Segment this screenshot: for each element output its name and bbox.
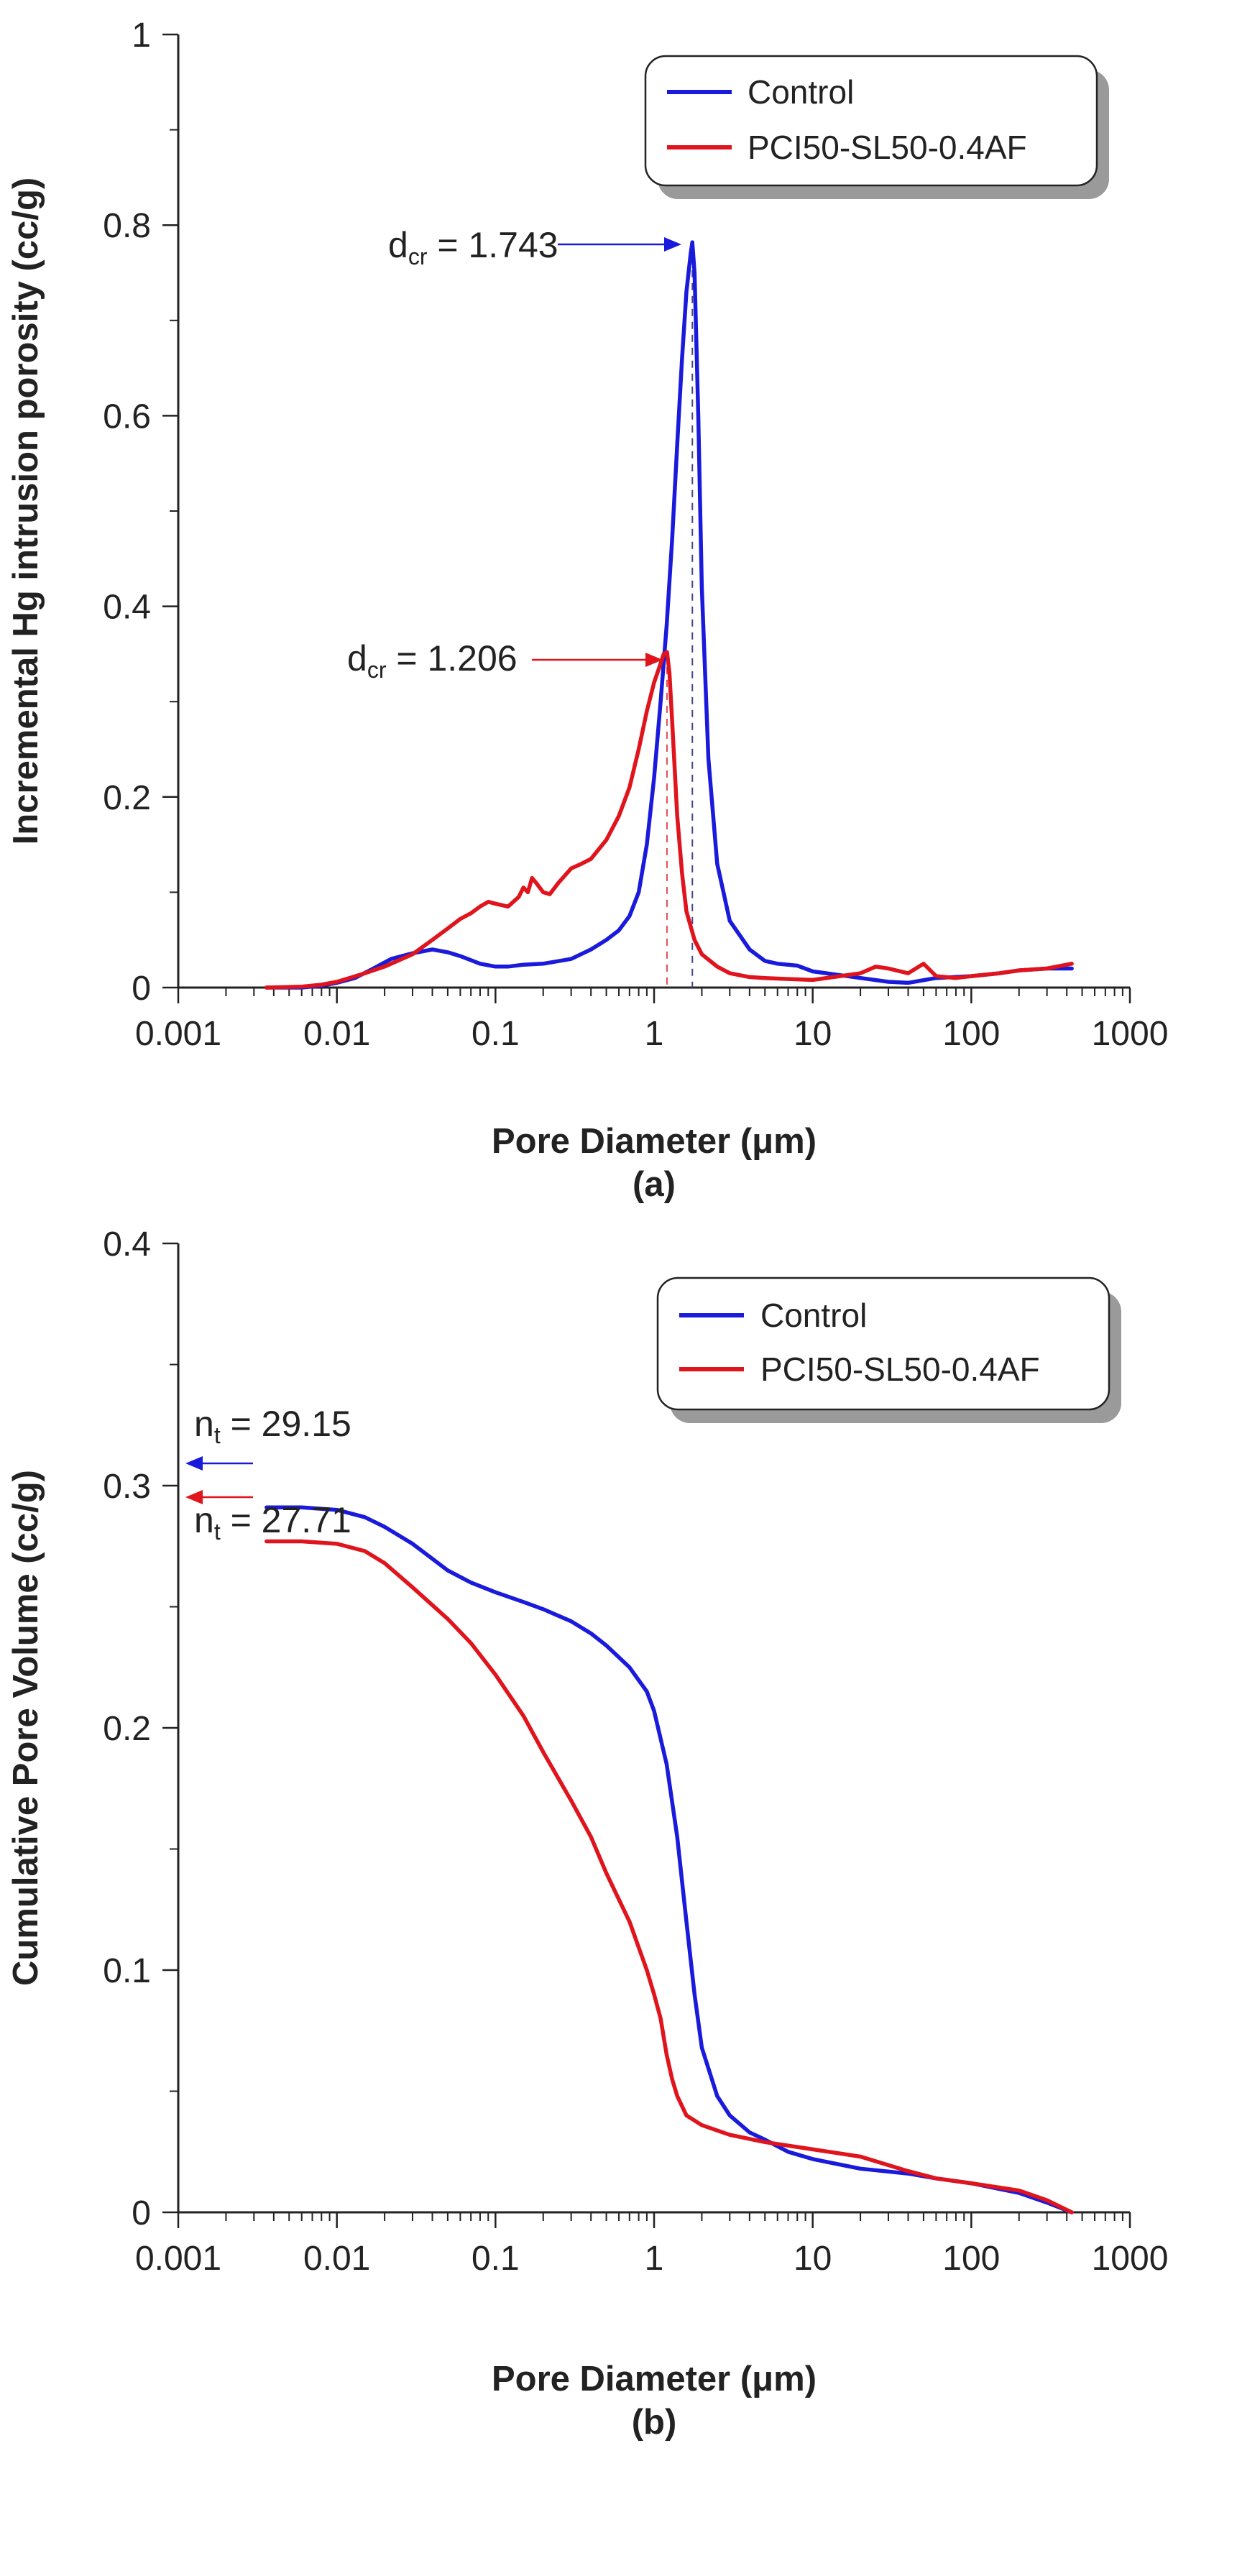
legend-pci-label-b: PCI50-SL50-0.4AF <box>760 1351 1040 1388</box>
legend-control-label-b: Control <box>760 1297 867 1334</box>
legend-a: Control PCI50-SL50-0.4AF <box>644 55 1109 199</box>
y-tick-label-a: 0 <box>132 970 151 1008</box>
annotation-control-sub: cr <box>408 244 428 270</box>
annotation-nt-pci-sub: t <box>214 1519 221 1545</box>
annotation-pci-d: d <box>347 638 367 678</box>
legend-b: Control PCI50-SL50-0.4AF <box>656 1276 1121 1423</box>
x-tick-label-a: 0.001 <box>135 1015 221 1053</box>
panel-label-b: (b) <box>632 2403 677 2442</box>
y-tick-label-a: 0.2 <box>103 779 151 817</box>
y-axis-label-b: Cumulative Pore Volume (cc/g) <box>6 1470 45 1986</box>
y-ticks-a: 0 0.2 0.4 0.6 0.8 1 <box>103 17 178 1008</box>
y-tick-label-a: 0.8 <box>103 207 151 245</box>
annotation-pci-value: = 1.206 <box>386 638 517 678</box>
y-tick-label-a: 0.4 <box>103 589 151 627</box>
x-ticks-b: 0.001 0.01 0.1 1 10 100 1000 <box>135 2212 1168 2278</box>
series-line-pci-b <box>265 1539 1074 2214</box>
annotation-pci-arrowhead <box>645 653 663 667</box>
x-tick-label-a: 0.01 <box>303 1015 370 1053</box>
annotation-pci-main: dcr = 1.206 <box>347 638 518 683</box>
x-tick-label-b: 0.001 <box>135 2240 221 2278</box>
legend-box-a <box>644 55 1098 187</box>
x-tick-label-a: 10 <box>794 1015 832 1053</box>
x-tick-label-b: 0.01 <box>303 2240 370 2278</box>
annotation-nt-control-value: = 29.15 <box>221 1404 351 1444</box>
y-tick-label-b: 0 <box>132 2194 151 2232</box>
annotation-control-value: = 1.743 <box>427 225 558 265</box>
series-lines-a <box>265 240 1074 990</box>
panel-label-a: (a) <box>633 1165 676 1204</box>
series-line-control-b <box>265 1505 1074 2214</box>
annotation-nt-control-n: n <box>194 1404 214 1444</box>
x-tick-label-b: 1000 <box>1092 2240 1169 2278</box>
annotation-control-d: d <box>388 225 408 265</box>
legend-control-label-a: Control <box>748 73 854 111</box>
y-tick-label-a: 0.6 <box>103 397 151 436</box>
y-ticks-b: 0 0.1 0.2 0.3 0.4 <box>103 1225 178 2232</box>
x-tick-label-a: 1 <box>645 1015 664 1053</box>
annotation-nt-pci-value: = 27.71 <box>221 1500 351 1540</box>
series-line-control-a <box>265 240 1074 990</box>
x-tick-label-b: 100 <box>942 2240 1000 2278</box>
series-line-pci-a <box>265 650 1074 990</box>
annotation-nt-pci-n: n <box>194 1500 214 1540</box>
x-tick-label-b: 1 <box>645 2240 664 2278</box>
legend-box-b <box>656 1276 1110 1411</box>
y-tick-label-b: 0.1 <box>103 1952 151 1990</box>
annotation-nt-control: nt = 29.15 <box>194 1404 351 1448</box>
x-ticks-a: 0.001 0.01 0.1 1 10 100 1000 <box>135 988 1168 1053</box>
legend-pci-label-a: PCI50-SL50-0.4AF <box>748 129 1027 166</box>
annotation-pci-sub: cr <box>367 657 387 683</box>
x-tick-label-a: 1000 <box>1092 1015 1169 1053</box>
x-axis-label-a: Pore Diameter (μm) <box>492 1122 817 1161</box>
y-axis-label-a: Incremental Hg intrusion porosity (cc/g) <box>6 178 45 845</box>
x-tick-label-b: 10 <box>794 2240 832 2278</box>
y-tick-label-b: 0.4 <box>103 1225 151 1264</box>
x-axis-label-b: Pore Diameter (μm) <box>492 2360 817 2398</box>
x-tick-label-a: 0.1 <box>472 1015 520 1053</box>
x-tick-label-b: 0.1 <box>472 2240 520 2278</box>
reference-lines-a <box>666 244 694 988</box>
annotation-control-main: dcr = 1.743 <box>388 225 558 270</box>
annotation-nt-control-arrowhead <box>185 1456 203 1471</box>
annotation-nt-control-sub: t <box>214 1422 221 1448</box>
y-tick-label-b: 0.3 <box>103 1468 151 1506</box>
y-tick-label-a: 1 <box>132 17 151 55</box>
annotation-nt-pci: nt = 27.71 <box>194 1500 351 1545</box>
x-tick-label-a: 100 <box>942 1015 1000 1053</box>
annotation-nt-pci-arrowhead <box>185 1490 203 1504</box>
series-lines-b <box>265 1505 1074 2214</box>
panel-b: 0.001 0.01 0.1 1 10 100 1000 0 0.1 0.2 0.3 0.4 nt … <box>6 1225 1168 2442</box>
panel-a: 0.001 0.01 0.1 1 10 100 1000 00.20.40.60.81 dc… <box>6 17 1168 1204</box>
y-tick-label-b: 0.2 <box>103 1710 151 1748</box>
annotation-control-arrowhead <box>664 237 681 252</box>
